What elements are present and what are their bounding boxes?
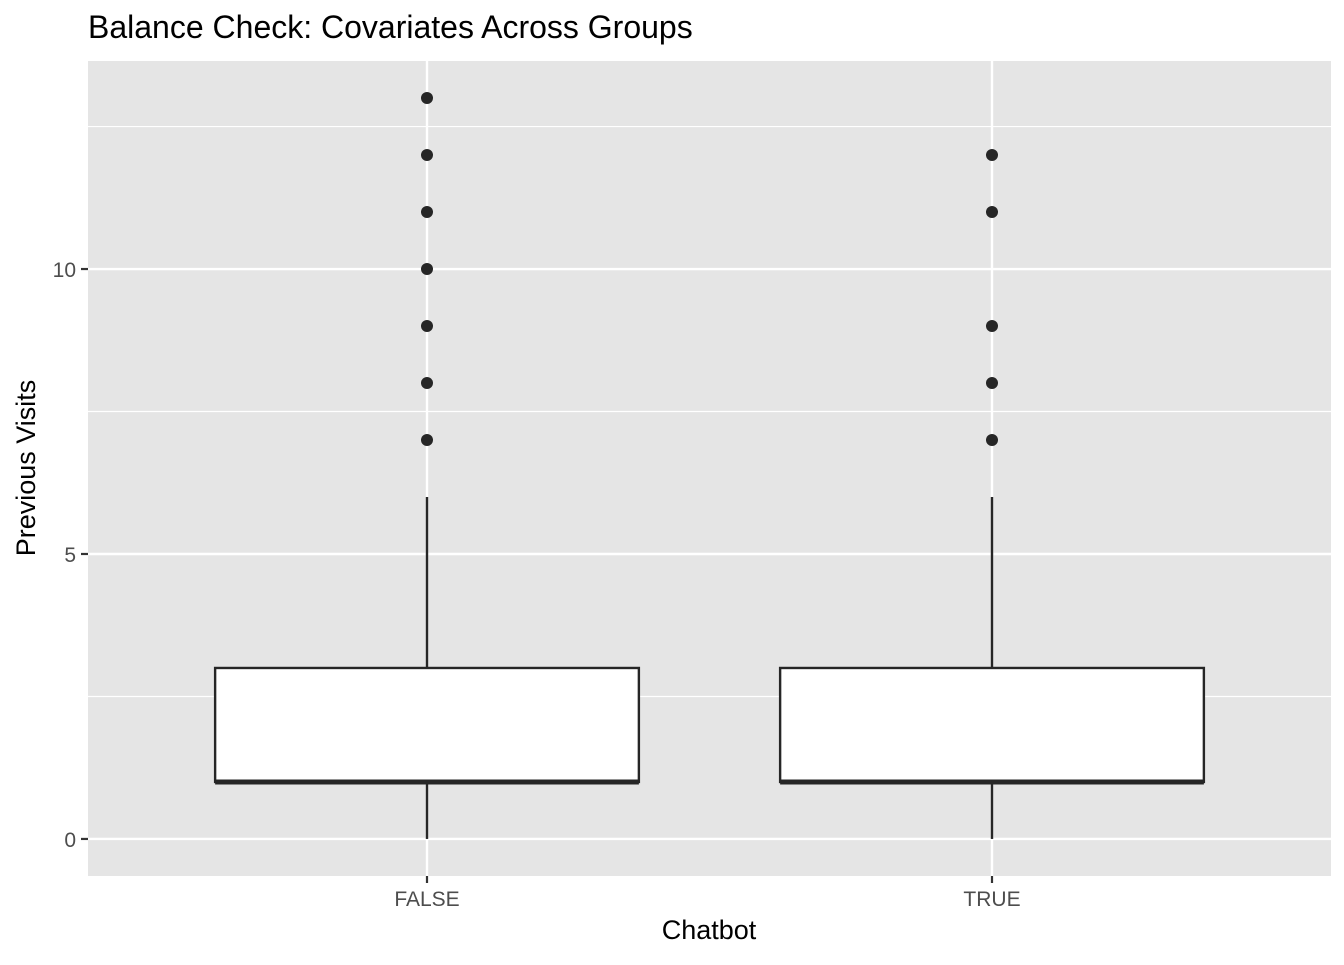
- y-tick-label: 0: [64, 829, 76, 852]
- outlier-point: [986, 149, 998, 162]
- outlier-point: [421, 206, 433, 219]
- outlier-point: [421, 377, 433, 390]
- outlier-point: [986, 206, 998, 219]
- outlier-point: [986, 320, 998, 333]
- box-iqr: [213, 666, 641, 784]
- outlier-point: [421, 92, 433, 105]
- x-axis: FALSE TRUE: [394, 876, 1021, 911]
- y-tick-label: 5: [64, 544, 76, 567]
- y-axis-title: Previous Visits: [11, 380, 41, 557]
- outlier-point: [986, 434, 998, 447]
- x-tick-label: TRUE: [963, 888, 1020, 911]
- box-iqr: [778, 666, 1206, 784]
- y-axis: 0 5 10: [53, 259, 88, 852]
- box-group-false: [213, 92, 641, 839]
- outlier-point: [421, 434, 433, 447]
- x-tick-label: FALSE: [394, 888, 459, 911]
- y-tick-label: 10: [53, 259, 76, 282]
- outlier-point: [421, 149, 433, 162]
- x-axis-title: Chatbot: [662, 915, 757, 945]
- outlier-point: [421, 263, 433, 276]
- boxes-layer: [213, 92, 1206, 839]
- outlier-point: [421, 320, 433, 333]
- box-group-true: [778, 149, 1206, 839]
- chart-title: Balance Check: Covariates Across Groups: [88, 9, 693, 45]
- outlier-point: [986, 377, 998, 390]
